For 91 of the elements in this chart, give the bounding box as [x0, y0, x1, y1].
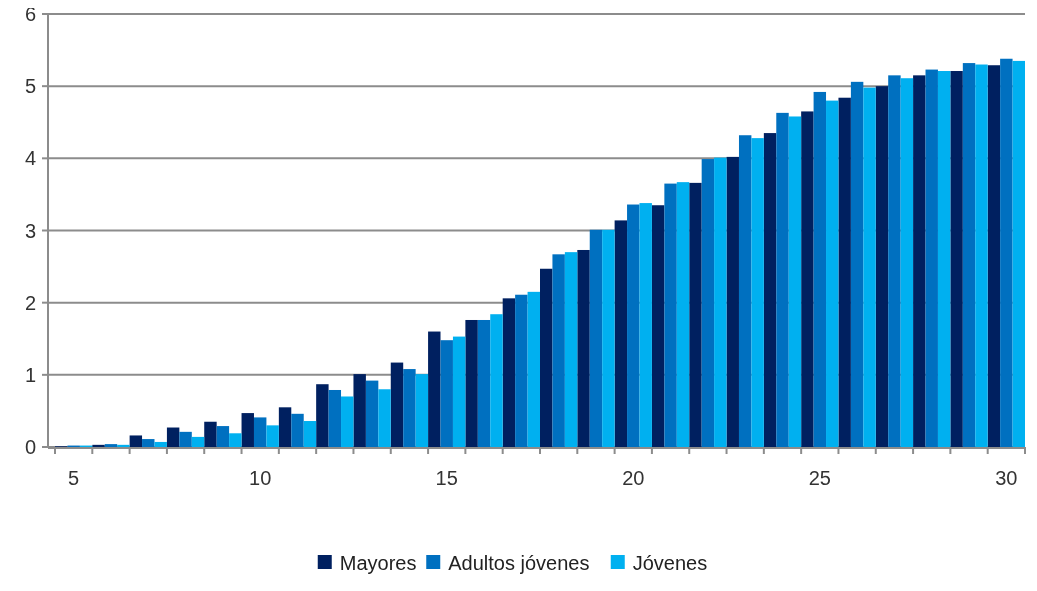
bar: [627, 204, 640, 447]
bar: [117, 444, 130, 447]
bar: [751, 138, 764, 447]
bar: [266, 425, 279, 447]
y-tick-label: 5: [24, 75, 36, 98]
bar: [253, 417, 267, 447]
bar: [428, 331, 441, 447]
bar: [229, 433, 242, 447]
bar: [813, 91, 827, 447]
bar: [850, 81, 864, 447]
bar: [801, 111, 814, 447]
bar: [589, 229, 603, 447]
bar: [614, 220, 628, 447]
bar: [191, 436, 205, 447]
x-tick-label: 30: [995, 467, 1018, 489]
bar: [577, 249, 590, 447]
bar: [962, 63, 976, 447]
bar: [365, 380, 379, 447]
bar: [701, 159, 715, 447]
bar: [937, 71, 951, 447]
bar: [639, 203, 652, 447]
bar: [714, 157, 727, 447]
legend-label: Jóvenes: [632, 552, 708, 574]
y-tick-label: 3: [24, 219, 36, 242]
bar: [788, 116, 802, 447]
bar: [502, 298, 516, 447]
bar: [726, 156, 739, 447]
bar: [689, 182, 702, 447]
bar: [353, 374, 366, 447]
y-tick-label: 0: [24, 436, 36, 458]
bar: [440, 340, 453, 447]
x-tick-label: 20: [622, 467, 645, 489]
bar: [913, 75, 926, 447]
bar: [564, 252, 578, 447]
bar: [291, 413, 304, 447]
bar: [900, 78, 914, 447]
bar: [154, 441, 167, 447]
bar: [415, 374, 429, 447]
bar: [863, 87, 876, 447]
bar: [328, 389, 342, 447]
bar: [776, 112, 789, 447]
legend-label: Adultos jóvenes: [448, 552, 590, 574]
bar: [552, 254, 565, 447]
bar: [241, 413, 254, 447]
bar: [278, 407, 292, 447]
bar: [838, 97, 851, 447]
bar: [738, 135, 752, 447]
bar: [1012, 60, 1025, 447]
bar: [676, 182, 690, 447]
bar: [92, 444, 105, 447]
bar: [465, 319, 478, 447]
bar: [129, 435, 143, 447]
bar: [975, 64, 988, 447]
bar: [166, 427, 180, 447]
bar: [204, 421, 217, 447]
y-tick-label: 2: [24, 291, 36, 314]
bar: [104, 444, 118, 447]
bar: [950, 71, 963, 447]
bar: [826, 100, 839, 447]
y-tick-label: 6: [24, 3, 36, 25]
bar: [888, 75, 901, 447]
bar: [378, 389, 391, 447]
bar: [875, 86, 889, 447]
bar: [602, 229, 615, 447]
y-tick-label: 4: [24, 147, 36, 170]
bar: [179, 431, 192, 447]
bar: [515, 294, 528, 447]
y-tick-label: 1: [24, 363, 36, 386]
bar: [490, 314, 503, 447]
bar: [763, 133, 777, 447]
bar: [403, 369, 416, 447]
bar: [341, 396, 354, 447]
bar: [540, 268, 553, 447]
bar: [987, 65, 1001, 447]
bar: [664, 183, 677, 447]
x-tick-label: 5: [68, 467, 80, 489]
bar: [477, 319, 491, 447]
x-tick-label: 25: [808, 467, 831, 489]
legend-label: Mayores: [339, 552, 417, 574]
bar: [303, 421, 317, 447]
bar: [527, 291, 540, 447]
x-tick-label: 10: [249, 467, 272, 489]
bar: [390, 362, 404, 447]
bar: [452, 336, 466, 447]
bar: [316, 384, 329, 447]
bar: [216, 426, 230, 447]
x-tick-label: 15: [435, 467, 458, 489]
bar: [925, 69, 938, 447]
bar: [1000, 58, 1013, 447]
bar: [651, 205, 665, 447]
bar: [142, 439, 155, 447]
